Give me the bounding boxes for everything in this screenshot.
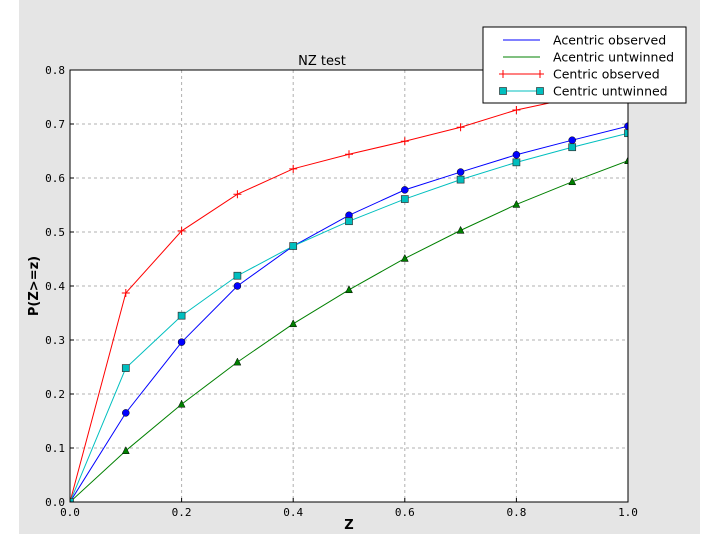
- triangle-marker: [568, 177, 577, 186]
- square-marker: [233, 271, 242, 280]
- y-axis-label: P(Z>=z): [27, 256, 42, 316]
- y-tick-label: 0.8: [45, 64, 65, 77]
- triangle-marker: [345, 285, 353, 294]
- y-tick-label: 0.7: [45, 118, 65, 131]
- legend-item: Acentric untwinned: [503, 50, 674, 65]
- legend-item: Centric untwinned: [499, 84, 668, 99]
- legend-item: Acentric observed: [503, 33, 666, 48]
- square-marker: [624, 129, 628, 138]
- legend-item: Centric observed: [499, 67, 660, 82]
- series-centric-untwinned: [70, 129, 628, 502]
- triangle-marker: [400, 253, 409, 262]
- square-marker: [400, 195, 409, 203]
- x-axis-label: Z: [344, 518, 353, 533]
- square-marker: [289, 242, 298, 250]
- plus-marker: [345, 150, 353, 159]
- x-tick-label: 0.0: [60, 506, 80, 519]
- triangle-marker: [624, 156, 628, 164]
- circle-marker: [122, 409, 130, 417]
- series-layer: [70, 82, 628, 502]
- legend: Acentric observed Acentric untwinned Centr…: [482, 26, 687, 104]
- ticks: 0.0 0.2 0.4 0.6 0.8 1.0 0.0 0.1 0.2 0.3 0.4 0.5 0.6 0…: [45, 64, 638, 519]
- triangle-marker: [289, 319, 298, 328]
- square-marker: [70, 498, 74, 502]
- circle-marker: [401, 186, 409, 194]
- y-tick-label: 0.1: [45, 442, 65, 455]
- legend-label: Centric untwinned: [553, 84, 668, 99]
- triangle-marker: [177, 399, 186, 408]
- circle-marker: [624, 122, 628, 130]
- chart-title: NZ test: [298, 54, 346, 69]
- y-tick-label: 0.3: [45, 334, 65, 347]
- circle-marker: [456, 168, 465, 176]
- legend-label: Acentric untwinned: [553, 50, 674, 65]
- circle-marker: [233, 282, 242, 290]
- x-tick-label: 0.2: [172, 506, 192, 519]
- y-tick-label: 0.2: [45, 388, 65, 401]
- y-tick-label: 0.4: [45, 280, 65, 293]
- legend-label: Centric observed: [553, 67, 660, 82]
- plus-marker: [456, 123, 465, 132]
- triangle-marker: [512, 199, 521, 208]
- series-acentric-untwinned: [70, 156, 628, 502]
- square-marker: [345, 217, 353, 226]
- y-tick-label: 0.5: [45, 226, 65, 239]
- circle-marker: [512, 151, 521, 159]
- y-tick-label: 0.6: [45, 172, 65, 185]
- plus-marker: [233, 190, 242, 199]
- square-marker: [512, 158, 521, 167]
- legend-label: Acentric observed: [553, 33, 666, 48]
- y-tick-label: 0.0: [45, 496, 65, 509]
- square-marker: [121, 364, 130, 372]
- triangle-marker: [233, 357, 242, 366]
- x-tick-label: 0.8: [506, 506, 526, 519]
- square-marker: [536, 87, 544, 95]
- plus-marker: [400, 137, 409, 146]
- plus-marker: [512, 105, 521, 114]
- plus-marker: [499, 70, 507, 78]
- square-marker: [177, 311, 186, 320]
- triangle-marker: [456, 225, 465, 234]
- triangle-marker: [121, 446, 130, 454]
- circle-marker: [568, 136, 576, 144]
- x-tick-label: 0.4: [283, 506, 303, 519]
- square-marker: [568, 143, 577, 152]
- plus-marker: [177, 226, 186, 235]
- plus-marker: [121, 289, 130, 298]
- plus-marker: [289, 164, 298, 173]
- square-marker: [456, 175, 465, 184]
- circle-marker: [177, 338, 186, 346]
- plus-marker: [536, 70, 544, 78]
- x-tick-label: 0.6: [395, 506, 415, 519]
- square-marker: [499, 87, 507, 95]
- x-tick-label: 1.0: [618, 506, 638, 519]
